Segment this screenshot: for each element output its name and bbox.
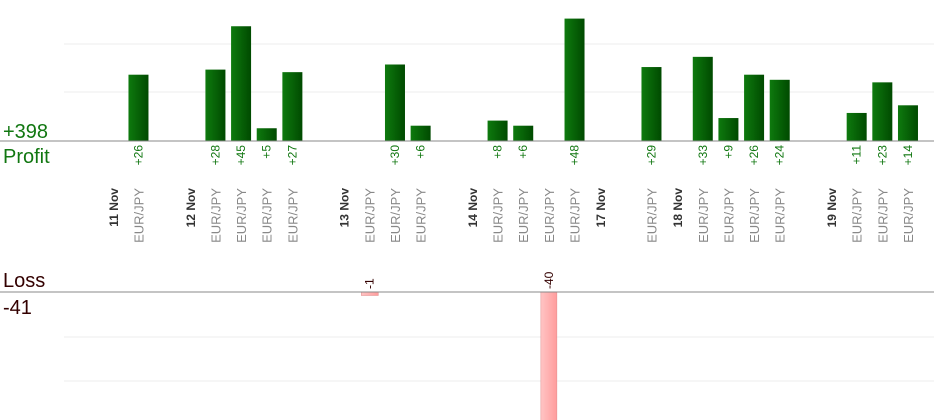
value-label: +24 (773, 145, 787, 166)
date-label: 18 Nov (671, 188, 685, 228)
profit-bar (744, 74, 765, 141)
profit-bar (641, 67, 662, 141)
profit-bar (231, 26, 252, 141)
profit-bar (410, 125, 431, 141)
profit-bar (846, 112, 867, 141)
pair-label: EUR/JPY (747, 188, 762, 243)
profit-bar (282, 72, 303, 141)
value-label: +30 (388, 145, 402, 166)
loss-bar (361, 291, 379, 296)
pair-label: EUR/JPY (568, 188, 583, 243)
loss-bar (540, 291, 558, 420)
value-label: +8 (491, 145, 505, 159)
date-label: 19 Nov (825, 188, 839, 228)
profit-bar (384, 64, 405, 141)
value-label: +23 (875, 145, 889, 166)
value-label: +33 (696, 145, 710, 166)
value-label: +14 (901, 145, 915, 166)
profit-label: Profit (3, 146, 50, 168)
loss-total: -41 (3, 297, 32, 319)
date-label: 12 Nov (184, 188, 198, 228)
profit-bar (692, 56, 713, 141)
pair-label: EUR/JPY (362, 188, 377, 243)
bars (128, 18, 918, 420)
value-label: +6 (414, 145, 428, 159)
pair-label: EUR/JPY (875, 188, 890, 243)
value-label: +26 (747, 145, 761, 166)
value-label: +28 (208, 145, 222, 166)
profit-bar (564, 18, 585, 142)
profit-bar (205, 69, 226, 141)
date-label: 13 Nov (338, 188, 352, 228)
value-label: +29 (644, 145, 658, 166)
profit-bar (718, 118, 739, 141)
value-label: +11 (850, 145, 864, 165)
value-label: -40 (542, 271, 556, 289)
value-label: +27 (285, 145, 299, 166)
profit-bar (128, 74, 149, 141)
pair-label: EUR/JPY (414, 188, 429, 243)
date-label: 17 Nov (594, 188, 608, 228)
pair-label: EUR/JPY (542, 188, 557, 243)
pair-label: EUR/JPY (208, 188, 223, 243)
profit-bar (487, 120, 508, 141)
pair-label: EUR/JPY (901, 188, 916, 243)
date-label: 14 Nov (466, 188, 480, 228)
pair-label: EUR/JPY (131, 188, 146, 243)
value-label: +5 (260, 145, 274, 159)
pair-label: EUR/JPY (773, 188, 788, 243)
pair-label: EUR/JPY (234, 188, 249, 243)
profit-bar (513, 125, 534, 141)
profit-bar (897, 105, 918, 141)
value-label: +6 (516, 145, 530, 159)
loss-label: Loss (3, 270, 46, 292)
value-label: -1 (362, 278, 376, 289)
profit-bar (769, 79, 790, 141)
value-label: +45 (234, 145, 248, 166)
pair-label: EUR/JPY (721, 188, 736, 243)
pair-label: EUR/JPY (644, 188, 659, 243)
labels: +26 EUR/JPY +28 EUR/JPY +45 EUR/JPY +5 EUR/JPY +… (107, 145, 916, 289)
pair-label: EUR/JPY (260, 188, 275, 243)
pair-label: EUR/JPY (285, 188, 300, 243)
date-label: 11 Nov (107, 188, 121, 227)
profit-bar (872, 82, 893, 141)
value-label: +48 (568, 145, 582, 166)
profit-bar (256, 128, 277, 141)
value-label: +26 (131, 145, 145, 166)
pair-label: EUR/JPY (491, 188, 506, 243)
profit-total: +398 (3, 121, 49, 143)
pair-label: EUR/JPY (516, 188, 531, 243)
pair-label: EUR/JPY (850, 188, 865, 243)
pair-label: EUR/JPY (696, 188, 711, 243)
axes (0, 140, 934, 293)
value-label: +9 (721, 145, 735, 159)
pair-label: EUR/JPY (388, 188, 403, 243)
